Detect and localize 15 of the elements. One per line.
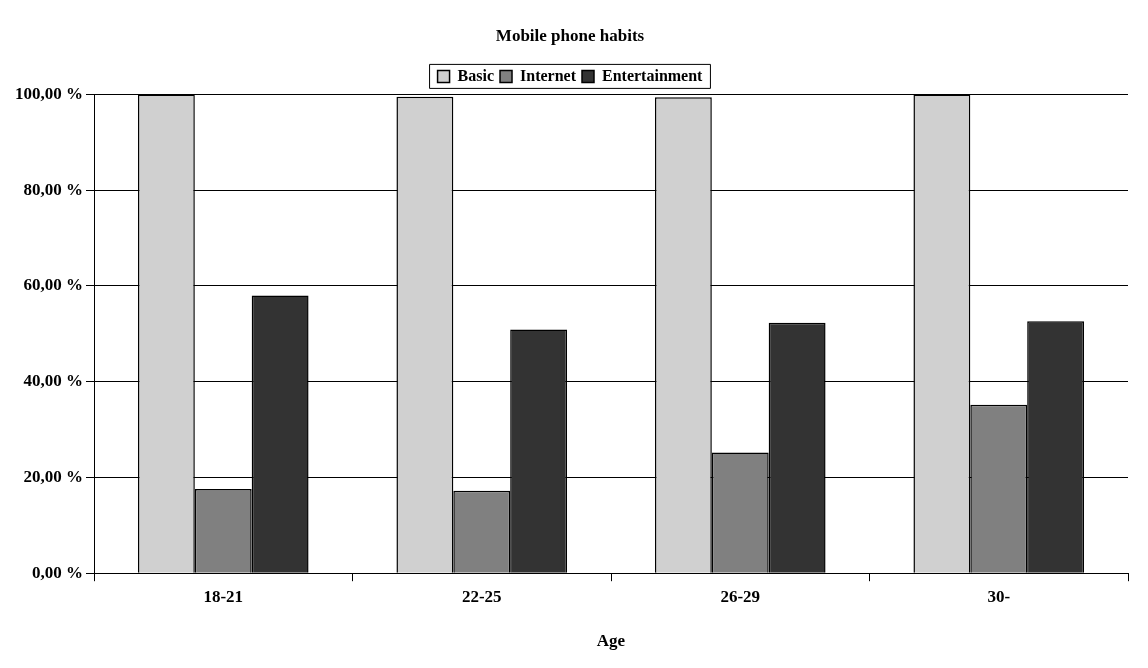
x-tick-label: 22-25 [461, 586, 502, 606]
x-axis-title: Age [596, 631, 626, 651]
y-tick-label: 100,00 % [15, 83, 83, 103]
x-tick-label: 30- [987, 586, 1011, 606]
chart-title: Mobile phone habits [495, 25, 645, 45]
y-tick-label: 80,00 % [23, 179, 83, 199]
legend-label: Basic [457, 66, 495, 84]
y-tick-label: 40,00 % [23, 371, 83, 391]
y-tick-label: 20,00 % [23, 466, 83, 486]
y-tick-label: 0,00 % [32, 562, 83, 582]
legend-label: Internet [520, 66, 577, 84]
y-tick-label: 60,00 % [23, 275, 83, 295]
x-tick-label: 18-21 [203, 586, 244, 606]
x-tick-label: 26-29 [720, 586, 761, 606]
legend-label: Entertainment [602, 66, 704, 84]
